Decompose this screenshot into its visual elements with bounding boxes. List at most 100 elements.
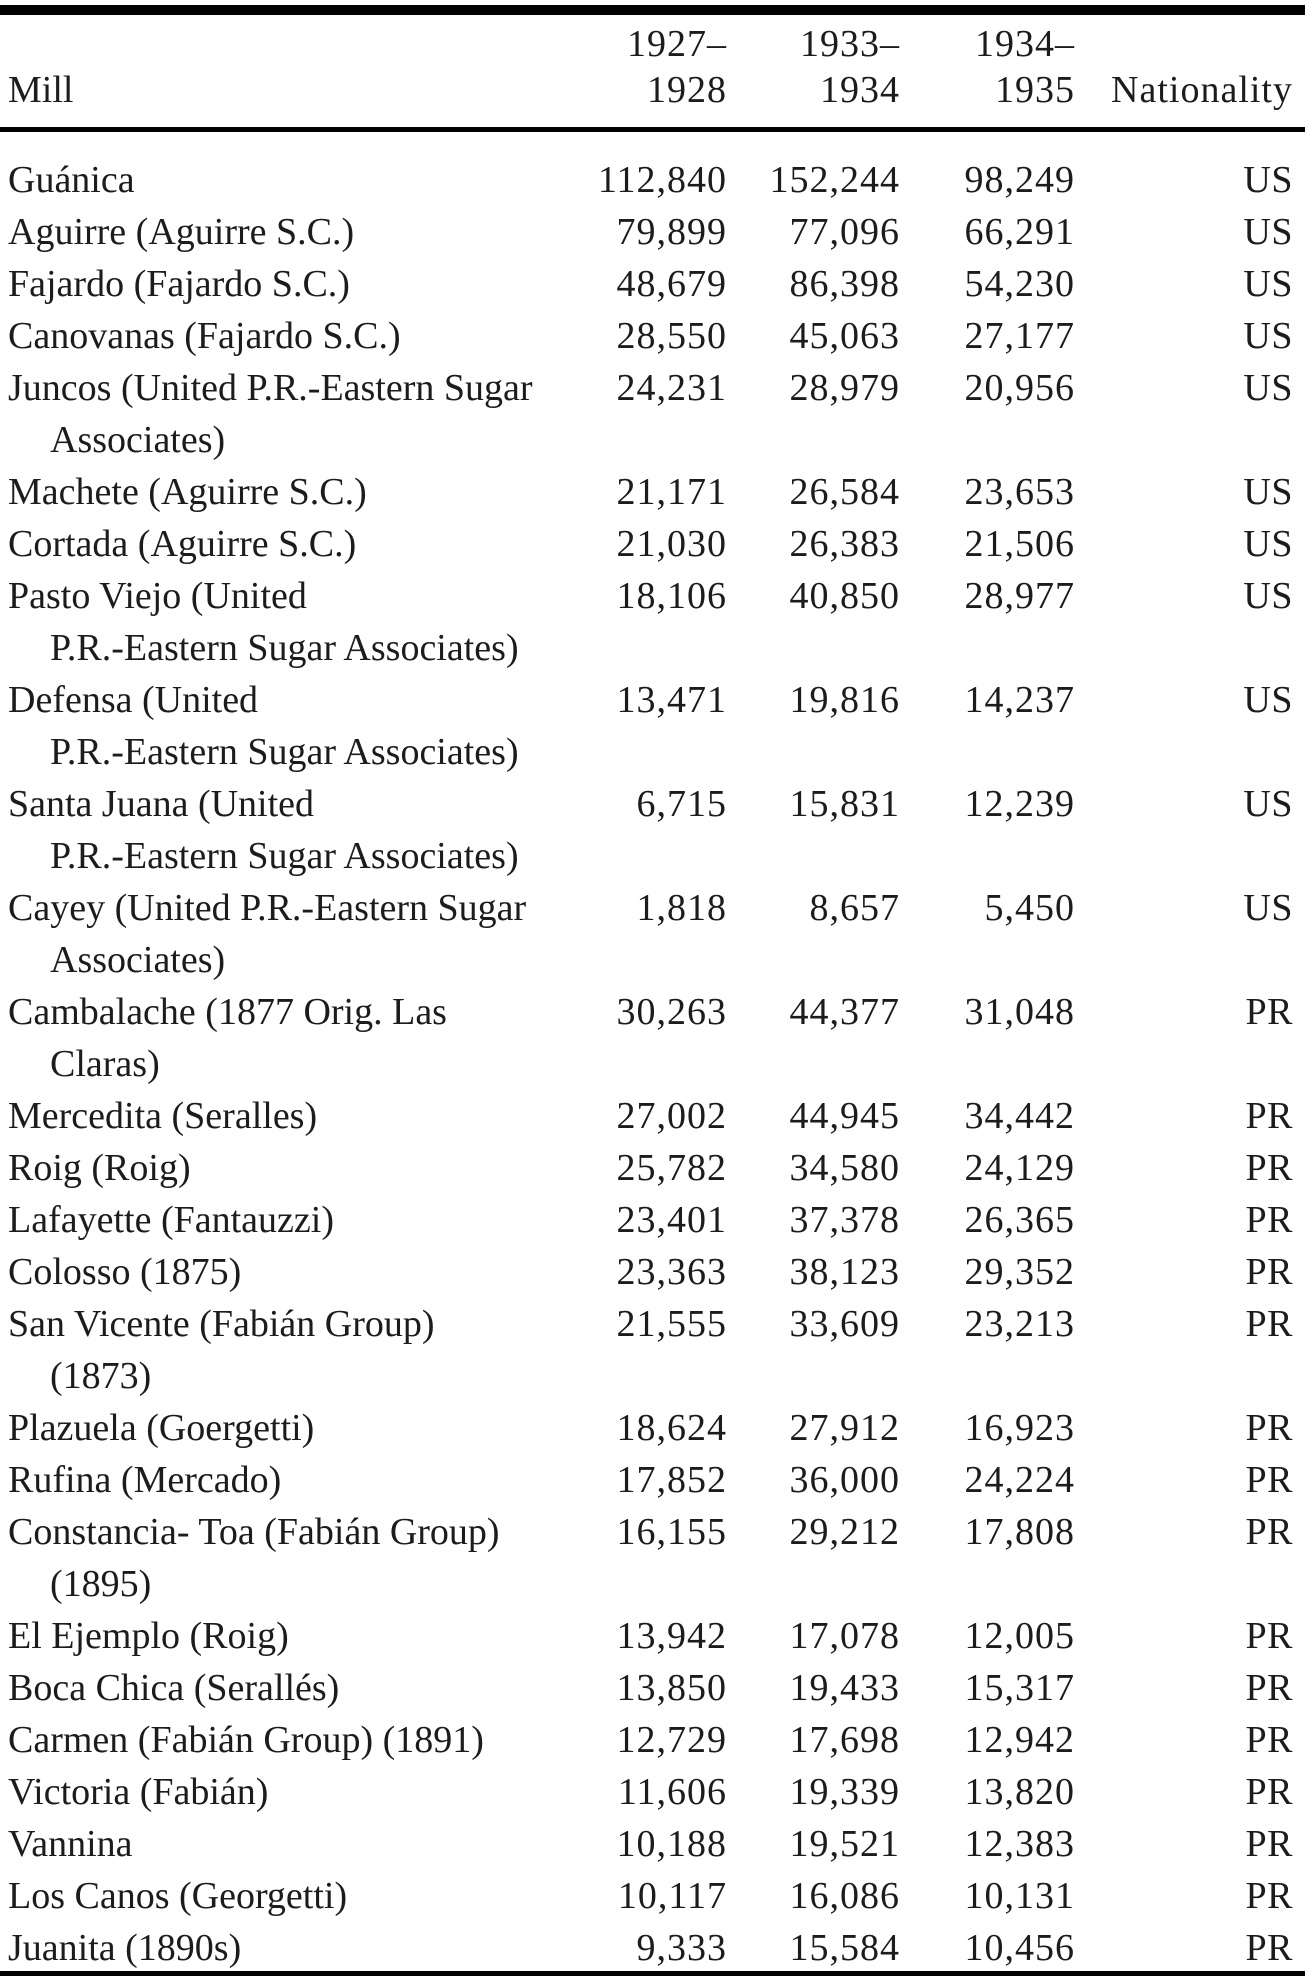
tonnage-value-1934-1935: 26,365 bbox=[964, 1199, 1075, 1241]
tonnage-value-1933-1934: 16,086 bbox=[789, 1875, 900, 1917]
tonnage-value-1927-1928: 21,171 bbox=[616, 471, 727, 513]
mill-name-continuation: P.R.-Eastern Sugar Associates) bbox=[50, 835, 519, 877]
tonnage-value-1934-1935: 34,442 bbox=[964, 1095, 1075, 1137]
tonnage-value-1934-1935: 31,048 bbox=[964, 991, 1075, 1033]
nationality-value: US bbox=[1243, 887, 1293, 929]
table-row: Guánica 112,840 152,244 98,249 US bbox=[8, 154, 1293, 206]
tonnage-value-1927-1928: 1,818 bbox=[636, 887, 727, 929]
nationality-value: PR bbox=[1245, 1927, 1293, 1969]
mill-name: Machete (Aguirre S.C.) bbox=[8, 466, 560, 518]
mill-name-line: San Vicente (Fabián Group) bbox=[8, 1303, 435, 1345]
tonnage-value-1933-1934: 28,979 bbox=[789, 367, 900, 409]
mill-name-line: Boca Chica (Serallés) bbox=[8, 1667, 340, 1709]
mill-name: El Ejemplo (Roig) bbox=[8, 1610, 560, 1662]
tonnage-value-1934-1935: 15,317 bbox=[964, 1667, 1075, 1709]
mill-name: Vannina bbox=[8, 1818, 560, 1870]
nationality-value: PR bbox=[1245, 1511, 1293, 1553]
table-row: Boca Chica (Serallés) 13,850 19,433 15,3… bbox=[8, 1662, 1293, 1714]
mill-name-line: Vannina bbox=[8, 1823, 133, 1865]
tonnage-value-1933-1934: 36,000 bbox=[789, 1459, 900, 1501]
tonnage-value-1934-1935: 14,237 bbox=[964, 679, 1075, 721]
tonnage-value-1927-1928: 11,606 bbox=[617, 1771, 727, 1813]
mill-name-line: Aguirre (Aguirre S.C.) bbox=[8, 211, 355, 253]
tonnage-value-1933-1934: 86,398 bbox=[789, 263, 900, 305]
tonnage-value-1933-1934: 26,584 bbox=[789, 471, 900, 513]
table-row: Cayey (United P.R.-Eastern Sugar Associat… bbox=[8, 882, 1293, 986]
tonnage-value-1927-1928: 18,106 bbox=[616, 575, 727, 617]
mill-name-line: Roig (Roig) bbox=[8, 1147, 191, 1189]
tonnage-value-1934-1935: 66,291 bbox=[964, 211, 1075, 253]
table-row: Lafayette (Fantauzzi) 23,401 37,378 26,3… bbox=[8, 1194, 1293, 1246]
table-body: Guánica 112,840 152,244 98,249 US Aguirr… bbox=[0, 132, 1305, 1974]
table-row: Carmen (Fabián Group) (1891) 12,729 17,6… bbox=[8, 1714, 1293, 1766]
table-row: Juanita (1890s) 9,333 15,584 10,456 PR bbox=[8, 1922, 1293, 1974]
tonnage-value-1933-1934: 152,244 bbox=[769, 159, 900, 201]
mill-name-line: Guánica bbox=[8, 159, 135, 201]
tonnage-value-1927-1928: 16,155 bbox=[616, 1511, 727, 1553]
nationality-value: US bbox=[1243, 523, 1293, 565]
mill-name: Cambalache (1877 Orig. Las Claras) bbox=[8, 986, 560, 1090]
nationality-value: PR bbox=[1245, 1199, 1293, 1241]
mill-name-line: Canovanas (Fajardo S.C.) bbox=[8, 315, 401, 357]
mill-name-line: Santa Juana (United bbox=[8, 783, 315, 825]
tonnage-value-1933-1934: 44,377 bbox=[789, 991, 900, 1033]
mill-name-line: Plazuela (Goergetti) bbox=[8, 1407, 315, 1449]
nationality-value: PR bbox=[1245, 1771, 1293, 1813]
table-row: Colosso (1875) 23,363 38,123 29,352 PR bbox=[8, 1246, 1293, 1298]
tonnage-value-1927-1928: 23,363 bbox=[616, 1251, 727, 1293]
table-row: Plazuela (Goergetti) 18,624 27,912 16,92… bbox=[8, 1402, 1293, 1454]
table-top-rule bbox=[0, 5, 1305, 15]
mill-name: Colosso (1875) bbox=[8, 1246, 560, 1298]
nationality-value: PR bbox=[1245, 1303, 1293, 1345]
tonnage-value-1934-1935: 10,131 bbox=[964, 1875, 1075, 1917]
mill-name-line: El Ejemplo (Roig) bbox=[8, 1615, 289, 1657]
tonnage-value-1933-1934: 19,433 bbox=[789, 1667, 900, 1709]
table-row: San Vicente (Fabián Group) (1873) 21,555 … bbox=[8, 1298, 1293, 1402]
tonnage-value-1934-1935: 10,456 bbox=[964, 1927, 1075, 1969]
table-row: Machete (Aguirre S.C.) 21,171 26,584 23,… bbox=[8, 466, 1293, 518]
tonnage-value-1927-1928: 79,899 bbox=[616, 211, 727, 253]
nationality-value: US bbox=[1243, 367, 1293, 409]
column-header-nationality: Nationality bbox=[1075, 21, 1293, 113]
tonnage-value-1934-1935: 12,005 bbox=[964, 1615, 1075, 1657]
nationality-value: PR bbox=[1245, 1251, 1293, 1293]
table-row: Los Canos (Georgetti) 10,117 16,086 10,1… bbox=[8, 1870, 1293, 1922]
nationality-value: PR bbox=[1245, 1719, 1293, 1761]
nationality-value: US bbox=[1243, 783, 1293, 825]
table-header-rule bbox=[0, 127, 1305, 132]
column-header-mill: Mill bbox=[8, 21, 560, 113]
nationality-value: US bbox=[1243, 263, 1293, 305]
tonnage-value-1934-1935: 54,230 bbox=[964, 263, 1075, 305]
mill-name-continuation: (1895) bbox=[50, 1563, 152, 1605]
mill-name-line: Colosso (1875) bbox=[8, 1251, 242, 1293]
mill-name: Canovanas (Fajardo S.C.) bbox=[8, 310, 560, 362]
tonnage-value-1933-1934: 27,912 bbox=[789, 1407, 900, 1449]
mill-name: Mercedita (Seralles) bbox=[8, 1090, 560, 1142]
tonnage-value-1934-1935: 12,942 bbox=[964, 1719, 1075, 1761]
tonnage-value-1927-1928: 13,850 bbox=[616, 1667, 727, 1709]
nationality-header-label: Nationality bbox=[1111, 69, 1293, 111]
table-row: Roig (Roig) 25,782 34,580 24,129 PR bbox=[8, 1142, 1293, 1194]
tonnage-value-1927-1928: 30,263 bbox=[616, 991, 727, 1033]
tonnage-value-1933-1934: 19,816 bbox=[789, 679, 900, 721]
column-header-1927-1928: 1927– 1928 bbox=[560, 21, 727, 113]
tonnage-value-1933-1934: 77,096 bbox=[789, 211, 900, 253]
tonnage-value-1934-1935: 5,450 bbox=[984, 887, 1075, 929]
tonnage-value-1933-1934: 19,339 bbox=[789, 1771, 900, 1813]
mill-name: Cayey (United P.R.-Eastern Sugar Associat… bbox=[8, 882, 560, 986]
mill-name-line: Lafayette (Fantauzzi) bbox=[8, 1199, 334, 1241]
tonnage-value-1934-1935: 13,820 bbox=[964, 1771, 1075, 1813]
tonnage-value-1933-1934: 15,831 bbox=[789, 783, 900, 825]
column-header-1934-1935: 1934– 1935 bbox=[900, 21, 1075, 113]
mill-name: Aguirre (Aguirre S.C.) bbox=[8, 206, 560, 258]
tonnage-value-1927-1928: 23,401 bbox=[616, 1199, 727, 1241]
tonnage-value-1934-1935: 28,977 bbox=[964, 575, 1075, 617]
tonnage-value-1934-1935: 23,213 bbox=[964, 1303, 1075, 1345]
nationality-value: US bbox=[1243, 575, 1293, 617]
nationality-value: PR bbox=[1245, 1875, 1293, 1917]
tonnage-value-1927-1928: 21,030 bbox=[616, 523, 727, 565]
table-row: Rufina (Mercado) 17,852 36,000 24,224 PR bbox=[8, 1454, 1293, 1506]
mill-header-label: Mill bbox=[8, 69, 74, 111]
tonnage-value-1933-1934: 17,078 bbox=[789, 1615, 900, 1657]
